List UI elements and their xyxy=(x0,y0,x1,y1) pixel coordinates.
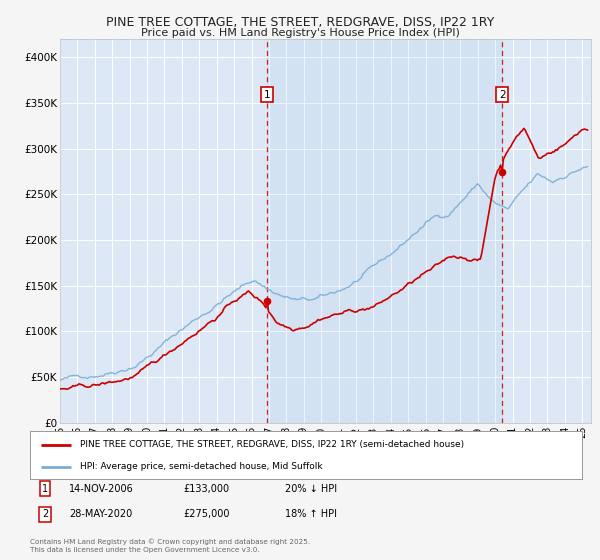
Text: 18% ↑ HPI: 18% ↑ HPI xyxy=(285,509,337,519)
Bar xyxy=(266,39,502,423)
Text: Price paid vs. HM Land Registry's House Price Index (HPI): Price paid vs. HM Land Registry's House … xyxy=(140,28,460,38)
Text: 1: 1 xyxy=(42,484,48,494)
Text: 20% ↓ HPI: 20% ↓ HPI xyxy=(285,484,337,494)
Text: £133,000: £133,000 xyxy=(183,484,229,494)
Text: £275,000: £275,000 xyxy=(183,509,229,519)
Text: 14-NOV-2006: 14-NOV-2006 xyxy=(69,484,134,494)
Text: 2: 2 xyxy=(42,509,48,519)
Text: PINE TREE COTTAGE, THE STREET, REDGRAVE, DISS, IP22 1RY: PINE TREE COTTAGE, THE STREET, REDGRAVE,… xyxy=(106,16,494,29)
Text: 2: 2 xyxy=(499,90,506,100)
Text: HPI: Average price, semi-detached house, Mid Suffolk: HPI: Average price, semi-detached house,… xyxy=(80,463,322,472)
Text: Contains HM Land Registry data © Crown copyright and database right 2025.
This d: Contains HM Land Registry data © Crown c… xyxy=(30,538,310,553)
Text: 1: 1 xyxy=(263,90,270,100)
Text: PINE TREE COTTAGE, THE STREET, REDGRAVE, DISS, IP22 1RY (semi-detached house): PINE TREE COTTAGE, THE STREET, REDGRAVE,… xyxy=(80,440,464,449)
Text: 28-MAY-2020: 28-MAY-2020 xyxy=(69,509,132,519)
